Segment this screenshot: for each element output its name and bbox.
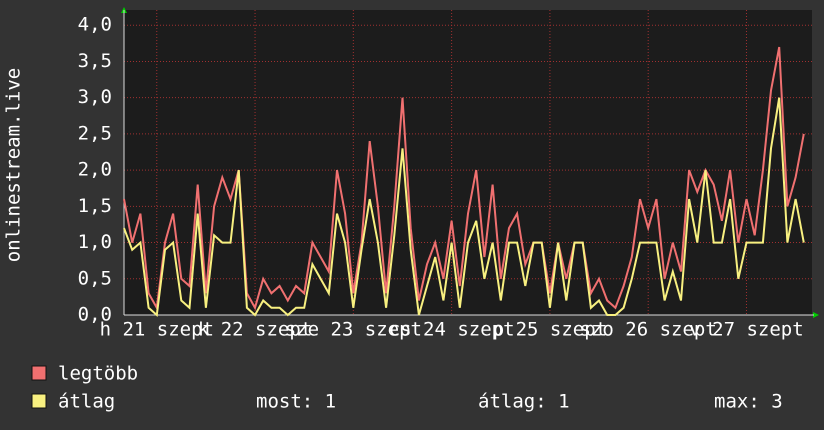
legend-stat: max: 3 <box>714 391 783 413</box>
y-tick-label: 0,0 <box>78 304 112 326</box>
legend-stat: most: 1 <box>256 391 336 413</box>
y-tick-label: 4,0 <box>78 14 112 36</box>
x-tick-label: k 22 szept <box>198 319 312 341</box>
legend-swatch <box>31 365 47 381</box>
x-tick-label: cs 24 szept <box>389 319 515 341</box>
y-tick-label: 1,5 <box>78 195 112 217</box>
x-tick-label: p 25 szept <box>493 319 607 341</box>
x-tick-label: h 21 szept <box>100 319 214 341</box>
y-tick-label: 3,0 <box>78 86 112 108</box>
series-line <box>123 97 805 317</box>
legend-stat: átlag: 1 <box>478 391 570 413</box>
x-tick-label: szo 26 szept <box>580 319 717 341</box>
legend-label: legtöbb <box>58 363 138 385</box>
y-tick-label: 2,0 <box>78 159 112 181</box>
plot-area <box>124 10 812 315</box>
axis-arrow <box>813 312 819 318</box>
legend-swatch <box>31 393 47 409</box>
x-tick-label: sze 23 szept <box>285 319 422 341</box>
x-tick-label: v 27 szept <box>689 319 803 341</box>
legend-label: átlag <box>58 391 115 413</box>
y-tick-label: 0,5 <box>78 267 112 289</box>
y-axis-label: onlinestream.live <box>3 68 25 262</box>
y-tick-label: 3,5 <box>78 50 112 72</box>
y-tick-label: 2,5 <box>78 122 112 144</box>
y-tick-label: 1,0 <box>78 231 112 253</box>
